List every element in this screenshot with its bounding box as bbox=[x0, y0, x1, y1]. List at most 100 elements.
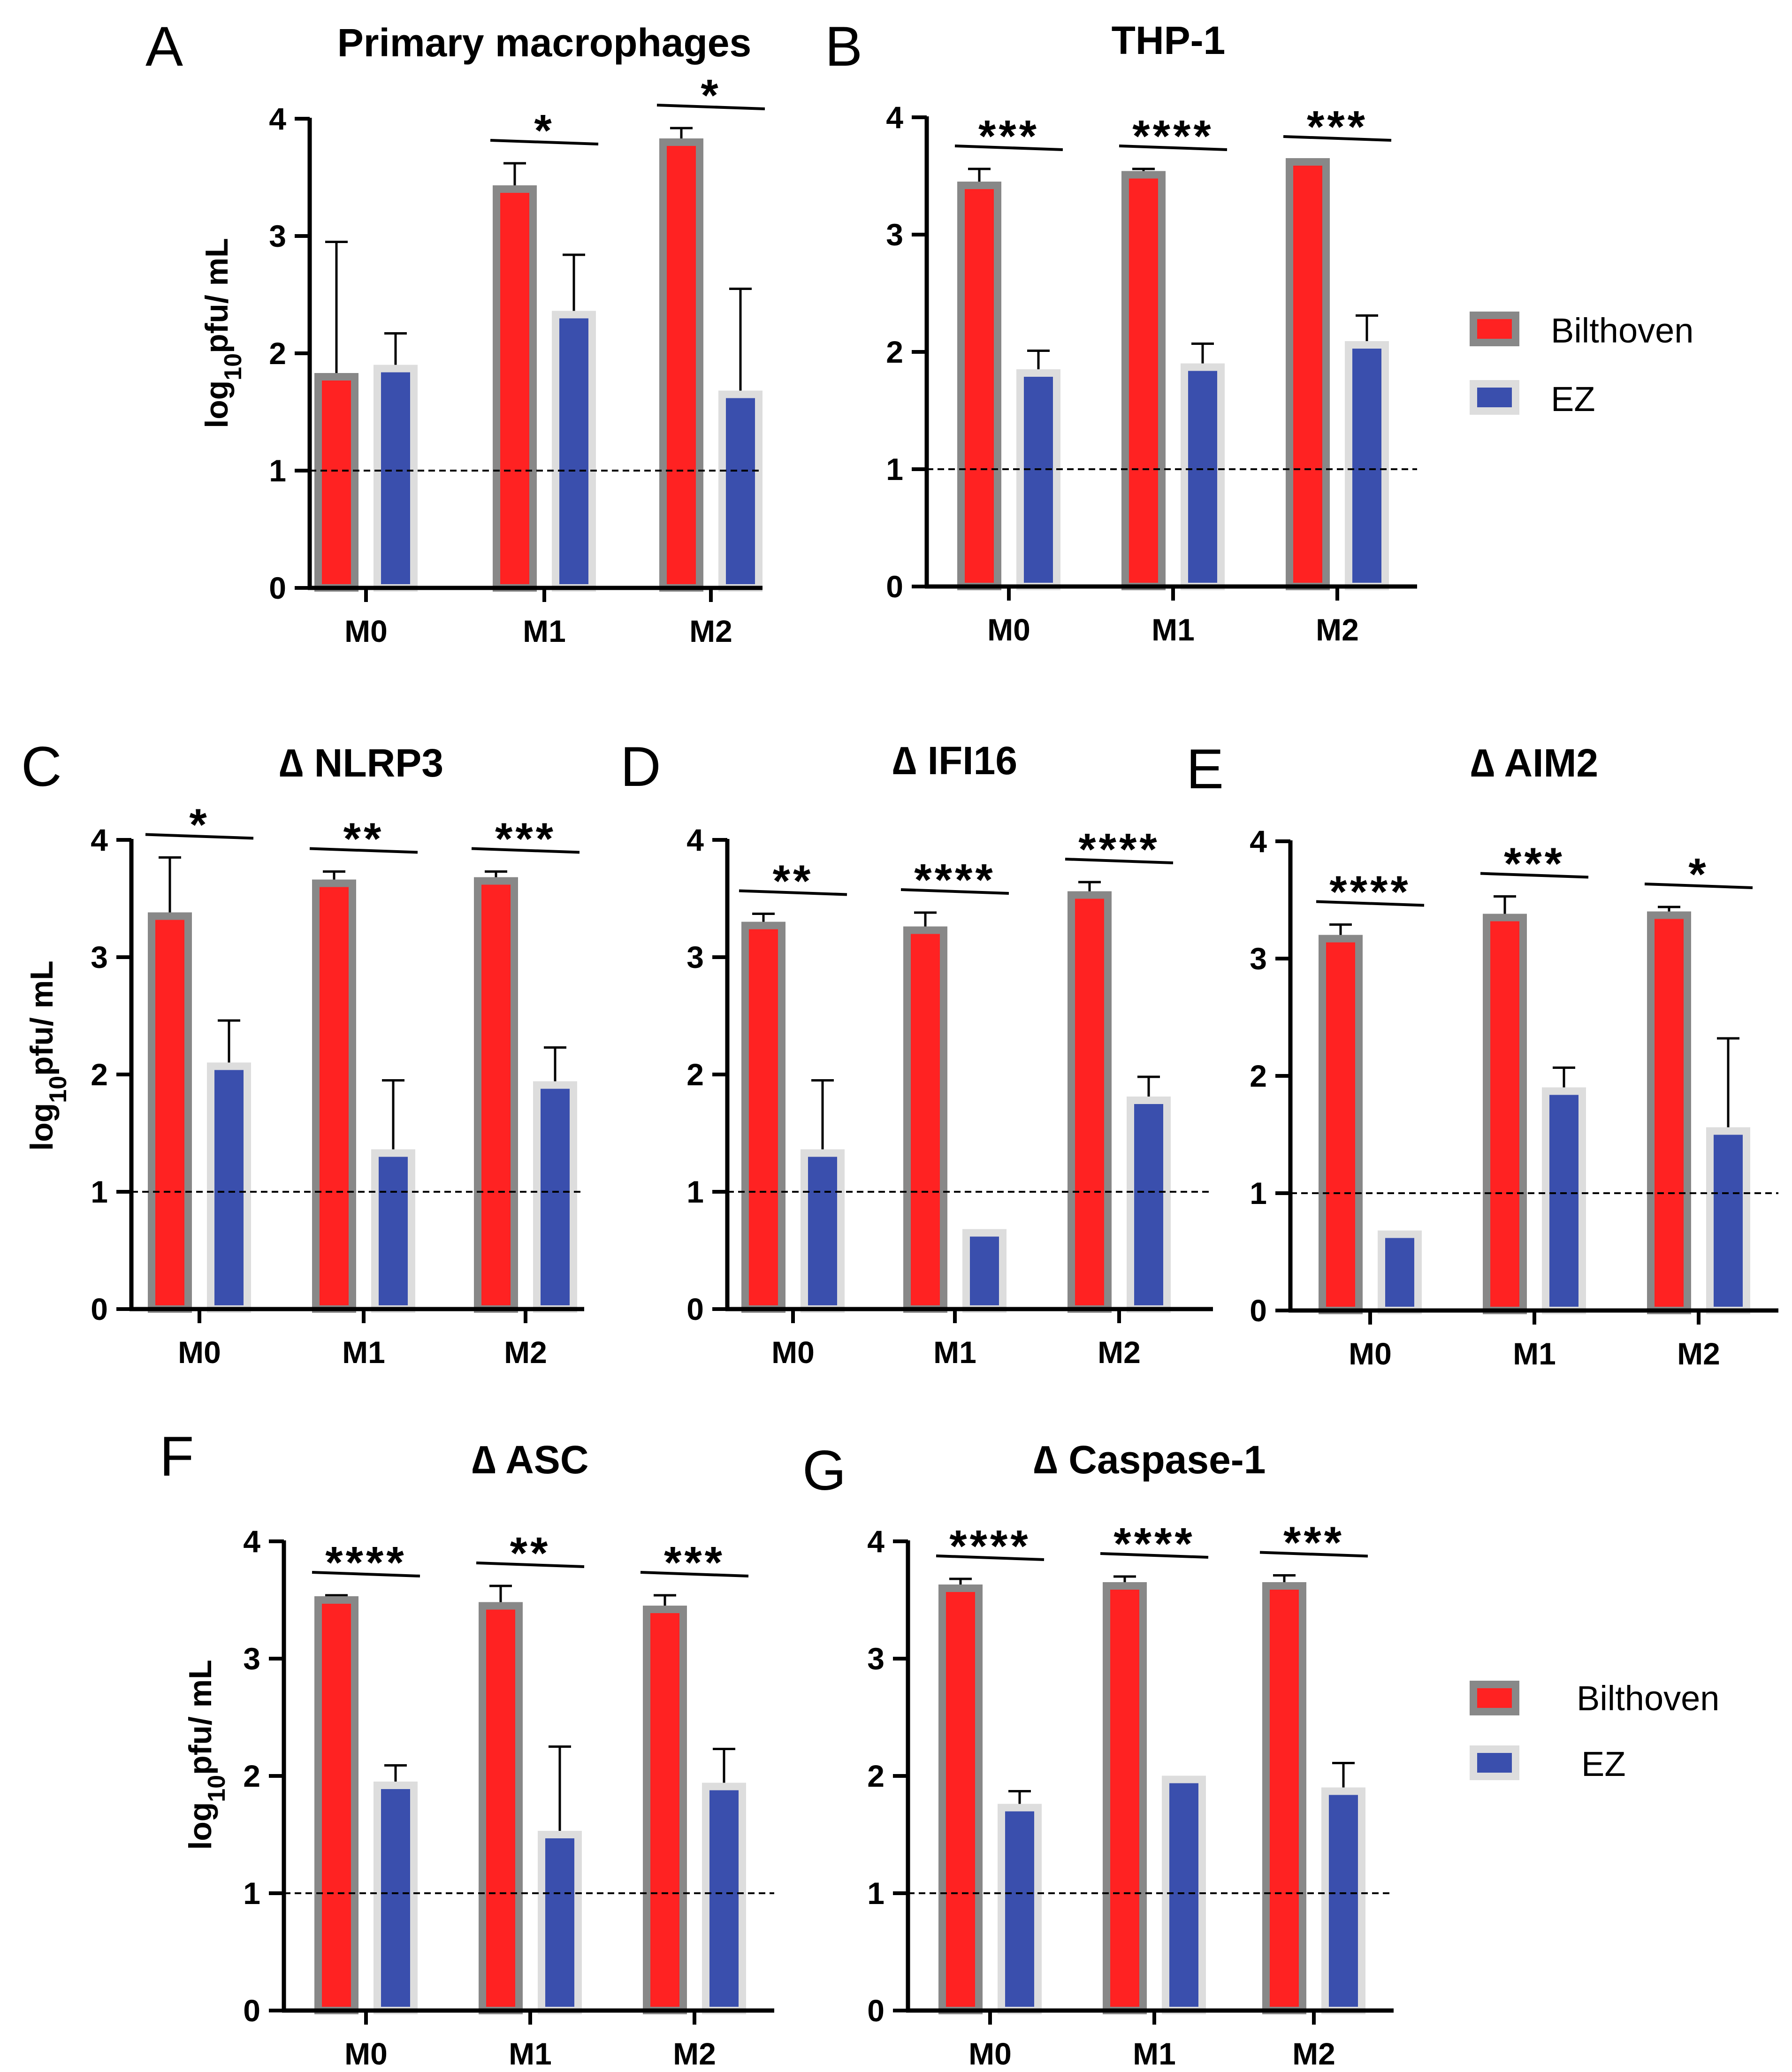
panel-d-ez-bar-m2 bbox=[1127, 1097, 1171, 1313]
panel-d-x-tick-label-m1: M1 bbox=[933, 1335, 976, 1370]
panel-a-bilthoven-bar-m1 bbox=[493, 185, 537, 592]
panel-g-ez-bar-m2 bbox=[1321, 1787, 1365, 2014]
legend-top-ez-swatch bbox=[1470, 380, 1519, 415]
panel-g-ez-bar-m1 bbox=[1162, 1775, 1206, 2014]
panel-g-x-tick-label-m2: M2 bbox=[1292, 2036, 1335, 2071]
panel-b-y-tick-label-1: 1 bbox=[886, 452, 903, 487]
panel-f-y-tick-label-0: 0 bbox=[243, 1993, 260, 2028]
panel-b-sig-bracket-m1 bbox=[1119, 145, 1228, 151]
legend-bottom-bilthoven-label: Bilthoven bbox=[1577, 1679, 1719, 1718]
panel-d-sig-label-m2: **** bbox=[1078, 824, 1159, 875]
panel-e-sig-bracket-m2 bbox=[1644, 883, 1753, 889]
panel-a-ylabel-sub: 10 bbox=[220, 353, 247, 381]
panel-g-title: ∆ Caspase-1 bbox=[1034, 1438, 1266, 1482]
panel-a-title: Primary macrophages bbox=[337, 21, 751, 65]
panel-f-y-tick-label-3: 3 bbox=[243, 1641, 260, 1676]
panel-d-bilthoven-bar-m2 bbox=[1068, 891, 1112, 1313]
panel-e-x-tick-label-m2: M2 bbox=[1677, 1336, 1720, 1371]
panel-f-ylabel-rest: pfu/ mL bbox=[183, 1660, 218, 1775]
panel-e-title: ∆ AIM2 bbox=[1471, 741, 1598, 785]
panel-c-ez-bar-m2 bbox=[533, 1081, 577, 1313]
panel-e-bilthoven-bar-m1 bbox=[1483, 914, 1527, 1314]
panel-d-x-tick-label-m0: M0 bbox=[771, 1335, 815, 1370]
panel-c-x-tick-label-m2: M2 bbox=[504, 1335, 547, 1370]
panel-c-ylabel-rest: pfu/ mL bbox=[24, 960, 60, 1076]
panel-c-ez-bar-m1 bbox=[371, 1149, 415, 1313]
panel-e-bilthoven-bar-m2 bbox=[1647, 911, 1691, 1314]
legend-bottom-ez-swatch bbox=[1470, 1745, 1519, 1780]
panel-g-x-tick-label-m0: M0 bbox=[968, 2036, 1012, 2071]
panel-f-y-axis-label: log10pfu/ mL bbox=[183, 1660, 230, 1850]
panel-b-bilthoven-bar-m0 bbox=[957, 182, 1001, 590]
legend-top: Bilthoven EZ bbox=[1470, 311, 1693, 419]
panel-d-y-tick-label-1: 1 bbox=[686, 1174, 704, 1209]
panel-d-letter: D bbox=[620, 735, 661, 798]
panel-f-letter: F bbox=[160, 1425, 194, 1488]
panel-a-y-tick-label-3: 3 bbox=[269, 219, 286, 253]
panel-e-x-tick-label-m0: M0 bbox=[1349, 1336, 1392, 1371]
panel-d-sig-bracket-m1 bbox=[900, 888, 1009, 895]
panel-b-bilthoven-bar-m2 bbox=[1286, 158, 1330, 590]
panel-g-y-tick-label-1: 1 bbox=[867, 1876, 885, 1911]
panel-f-x-tick-label-m0: M0 bbox=[344, 2036, 388, 2071]
panel-g-y-tick-label-3: 3 bbox=[867, 1641, 885, 1676]
panel-e-ez-bar-m1 bbox=[1542, 1087, 1586, 1314]
legend-top-ez-label: EZ bbox=[1551, 380, 1595, 419]
panel-a-x-tick-label-m1: M1 bbox=[523, 614, 566, 648]
panel-c-title: ∆ NLRP3 bbox=[279, 741, 443, 785]
panel-e-sig-bracket-m1 bbox=[1480, 872, 1589, 879]
panel-c-x-tick-label-m1: M1 bbox=[342, 1335, 385, 1370]
panel-a-x-tick-label-m2: M2 bbox=[689, 614, 732, 648]
panel-a-y-tick-label-0: 0 bbox=[269, 571, 286, 605]
panel-a-ylabel-main: log bbox=[199, 381, 235, 428]
panel-b-sig-label-m2: *** bbox=[1307, 102, 1368, 152]
panel-a-ez-bar-m1 bbox=[552, 311, 596, 592]
panel-f-x-tick-label-m2: M2 bbox=[673, 2036, 716, 2071]
panel-d-y-tick-label-3: 3 bbox=[686, 940, 704, 975]
panel-e-sig-label-m2: * bbox=[1688, 849, 1708, 899]
panel-e-y-tick-label-3: 3 bbox=[1250, 941, 1267, 976]
panel-a-ylabel-rest: pfu/ mL bbox=[199, 238, 235, 353]
panel-f-bilthoven-bar-m2 bbox=[643, 1606, 687, 2014]
panel-b-sig-label-m0: *** bbox=[978, 111, 1039, 161]
panel-f-x-tick-label-m1: M1 bbox=[509, 2036, 552, 2071]
panel-a-letter: A bbox=[145, 15, 183, 78]
panel-e-ez-bar-m0 bbox=[1378, 1230, 1422, 1314]
panel-c-ylabel-main: log bbox=[24, 1103, 60, 1151]
panel-d-bilthoven-bar-m0 bbox=[741, 922, 785, 1313]
panel-d-sig-bracket-m2 bbox=[1065, 858, 1174, 864]
panel-b-y-tick-label-2: 2 bbox=[886, 335, 903, 369]
panel-d-sig-label-m1: **** bbox=[914, 855, 995, 905]
panel-f-sig-label-m1: ** bbox=[510, 1528, 551, 1578]
panel-a-x-tick-label-m0: M0 bbox=[344, 614, 388, 648]
panel-b-ez-bar-m1 bbox=[1181, 363, 1225, 590]
panel-b-y-tick-label-3: 3 bbox=[886, 217, 903, 252]
panel-c-x-tick-label-m0: M0 bbox=[178, 1335, 221, 1370]
panel-c-bilthoven-bar-m2 bbox=[474, 877, 518, 1313]
panel-f-ez-bar-m1 bbox=[538, 1831, 582, 2014]
panel-c-sig-label-m2: *** bbox=[495, 814, 556, 864]
panel-c-letter: C bbox=[21, 735, 62, 798]
panel-d-sig-label-m0: ** bbox=[773, 856, 814, 906]
panel-d-ez-bar-m1 bbox=[962, 1229, 1007, 1313]
panel-a-y-tick-label-1: 1 bbox=[269, 453, 286, 488]
panel-b-letter: B bbox=[825, 15, 862, 78]
panel-g-y-tick-label-0: 0 bbox=[867, 1993, 885, 2028]
panel-f-bilthoven-bar-m0 bbox=[314, 1596, 358, 2014]
panel-a: A Primary macrophages log10pfu/ mL 0 1 2 3 4… bbox=[145, 15, 765, 648]
panel-c-bilthoven-bar-m0 bbox=[148, 912, 192, 1313]
panel-g-letter: G bbox=[802, 1439, 846, 1502]
panel-e-x-tick-label-m1: M1 bbox=[1513, 1336, 1556, 1371]
panel-f-title: ∆ ASC bbox=[472, 1438, 589, 1482]
legend-top-ez: EZ bbox=[1470, 380, 1595, 419]
panel-f-sig-label-m0: **** bbox=[325, 1538, 406, 1588]
panel-g-bilthoven-bar-m0 bbox=[938, 1584, 983, 2014]
legend-bottom-bilthoven-swatch bbox=[1470, 1681, 1519, 1715]
panel-e-sig-label-m0: **** bbox=[1329, 867, 1411, 917]
panel-c-ylabel-sub: 10 bbox=[45, 1076, 72, 1103]
